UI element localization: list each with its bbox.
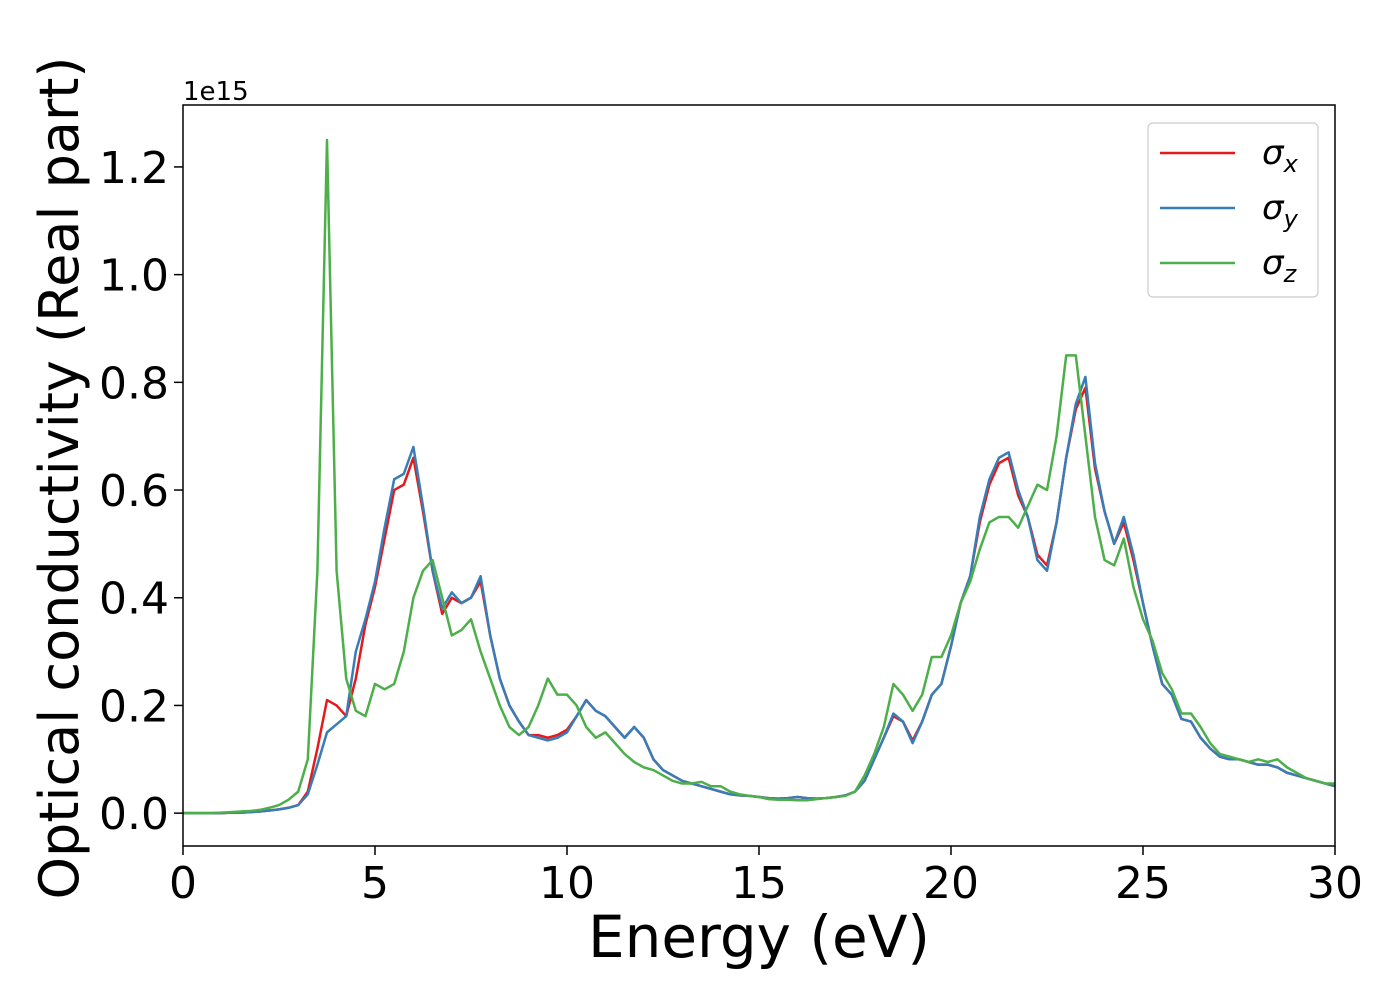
x-tick-label: 30 <box>1307 858 1363 909</box>
x-tick-label: 5 <box>361 858 389 909</box>
y-axis-label: Optical conductivity (Real part) <box>28 57 91 900</box>
legend-label: σy <box>1262 188 1299 233</box>
x-tick-label: 25 <box>1115 858 1171 909</box>
series-line <box>183 375 1335 815</box>
x-tick-label: 20 <box>923 858 979 909</box>
y-tick-label: 1.0 <box>99 251 169 302</box>
y-offset-label: 1e15 <box>183 77 249 107</box>
y-tick-label: 0.4 <box>99 574 169 625</box>
plot-frame <box>182 104 1336 847</box>
y-tick-label: 0.0 <box>99 789 169 840</box>
y-tick-label: 0.6 <box>99 466 169 517</box>
x-tick-label: 0 <box>169 858 197 909</box>
x-tick-label: 10 <box>539 858 595 909</box>
legend-box <box>1147 122 1319 298</box>
x-axis-label: Energy (eV) <box>588 903 930 971</box>
series-line <box>183 386 1335 815</box>
legend-label: σx <box>1262 133 1299 178</box>
series-line <box>183 138 1335 815</box>
x-tick-label: 15 <box>731 858 787 909</box>
y-tick-label: 0.2 <box>99 681 169 732</box>
legend-label: σz <box>1262 243 1298 288</box>
y-tick-label: 1.2 <box>99 143 169 194</box>
y-tick-label: 0.8 <box>99 358 169 409</box>
